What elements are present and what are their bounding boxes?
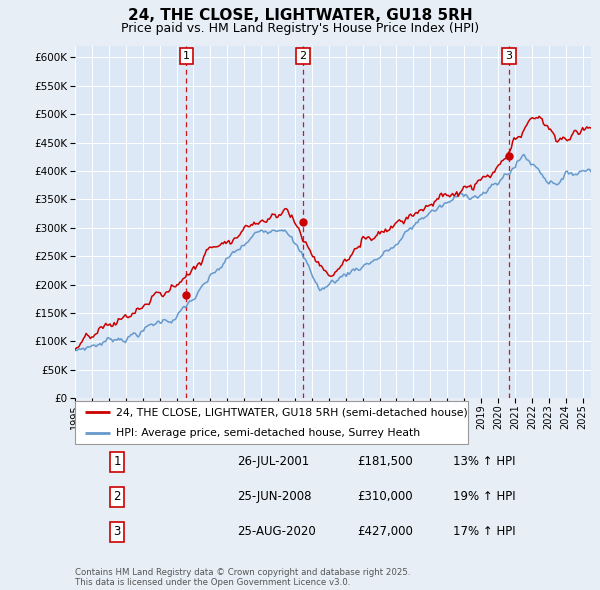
Text: 19% ↑ HPI: 19% ↑ HPI: [453, 490, 515, 503]
Text: 26-JUL-2001: 26-JUL-2001: [237, 455, 309, 468]
Text: £427,000: £427,000: [357, 525, 413, 538]
Text: 13% ↑ HPI: 13% ↑ HPI: [453, 455, 515, 468]
FancyBboxPatch shape: [75, 401, 468, 444]
Text: 24, THE CLOSE, LIGHTWATER, GU18 5RH: 24, THE CLOSE, LIGHTWATER, GU18 5RH: [128, 8, 472, 22]
Text: 2: 2: [299, 51, 307, 61]
Text: 17% ↑ HPI: 17% ↑ HPI: [453, 525, 515, 538]
Text: HPI: Average price, semi-detached house, Surrey Heath: HPI: Average price, semi-detached house,…: [116, 428, 421, 438]
Text: 1: 1: [182, 51, 190, 61]
Text: £181,500: £181,500: [357, 455, 413, 468]
Text: 24, THE CLOSE, LIGHTWATER, GU18 5RH (semi-detached house): 24, THE CLOSE, LIGHTWATER, GU18 5RH (sem…: [116, 407, 468, 417]
Text: 25-JUN-2008: 25-JUN-2008: [237, 490, 311, 503]
Text: 3: 3: [113, 525, 121, 538]
Text: 25-AUG-2020: 25-AUG-2020: [237, 525, 316, 538]
Text: Contains HM Land Registry data © Crown copyright and database right 2025.
This d: Contains HM Land Registry data © Crown c…: [75, 568, 410, 587]
Text: 2: 2: [113, 490, 121, 503]
Text: Price paid vs. HM Land Registry's House Price Index (HPI): Price paid vs. HM Land Registry's House …: [121, 22, 479, 35]
Text: 3: 3: [505, 51, 512, 61]
Text: £310,000: £310,000: [357, 490, 413, 503]
Text: 1: 1: [113, 455, 121, 468]
